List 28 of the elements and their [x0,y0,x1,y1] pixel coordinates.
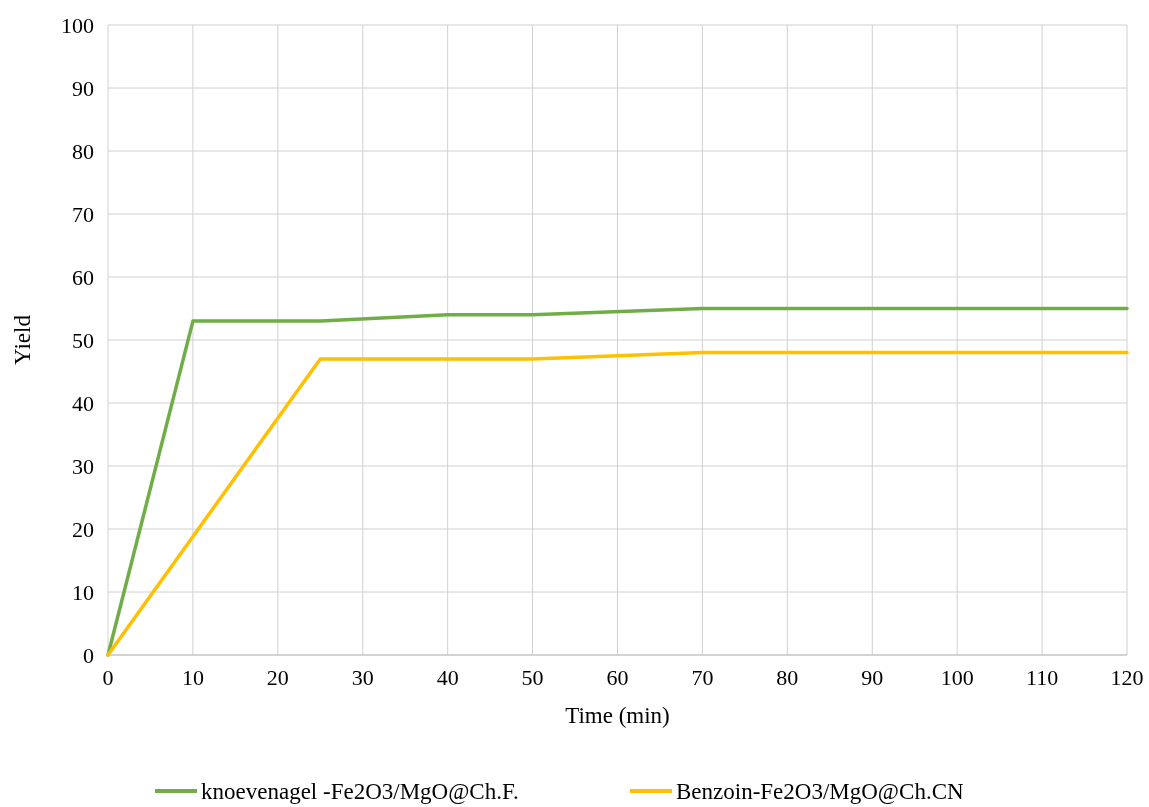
x-tick-label: 0 [102,665,114,690]
y-tick-label: 80 [72,138,94,164]
x-axis-title: Time (min) [565,703,670,728]
legend-label: knoevenagel -Fe2O3/MgO@Ch.F. [201,779,519,804]
y-tick-label: 90 [72,75,94,101]
y-tick-label: 100 [61,12,94,38]
x-tick-label: 120 [1110,665,1144,690]
legend-label: Benzoin-Fe2O3/MgO@Ch.CN [676,779,964,804]
y-tick-label: 50 [72,327,94,353]
y-tick-label: 10 [72,579,94,605]
x-tick-label: 40 [436,665,459,690]
y-tick-label: 30 [72,453,94,479]
y-tick-label: 60 [72,264,94,290]
x-tick-label: 100 [940,665,974,690]
y-tick-label: 70 [72,201,94,227]
y-tick-label: 40 [72,390,94,416]
x-tick-label: 10 [181,665,204,690]
x-tick-label: 30 [351,665,374,690]
y-axis-title: Yield [10,314,35,365]
x-tick-label: 50 [521,665,544,690]
x-tick-label: 60 [606,665,629,690]
y-tick-label: 20 [72,516,94,542]
x-tick-label: 80 [776,665,799,690]
y-tick-label: 0 [83,642,94,668]
x-tick-label: 90 [861,665,884,690]
x-tick-label: 20 [266,665,289,690]
x-tick-label: 70 [691,665,714,690]
x-tick-label: 110 [1025,665,1059,690]
